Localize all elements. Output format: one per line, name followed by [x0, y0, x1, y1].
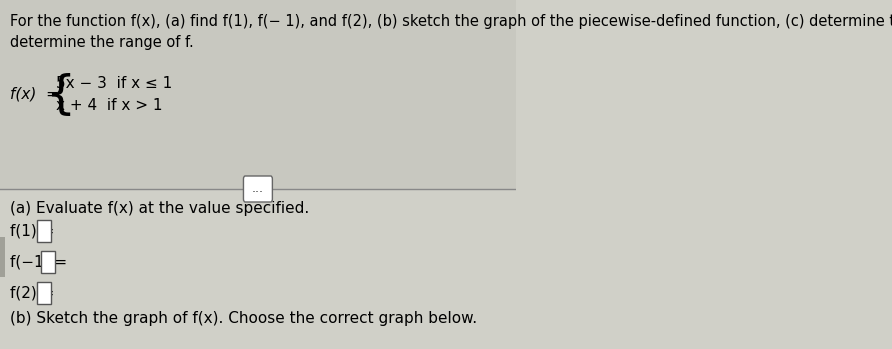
FancyBboxPatch shape — [244, 176, 272, 202]
FancyBboxPatch shape — [37, 282, 51, 304]
FancyBboxPatch shape — [0, 0, 516, 189]
Text: {: { — [45, 74, 75, 119]
Text: ...: ... — [252, 183, 264, 195]
Text: f(−1) =: f(−1) = — [11, 254, 68, 269]
FancyBboxPatch shape — [0, 237, 4, 277]
Text: f(1) =: f(1) = — [11, 223, 54, 238]
Text: 5x − 3  if x ≤ 1: 5x − 3 if x ≤ 1 — [56, 76, 172, 91]
Text: (a) Evaluate f(x) at the value specified.: (a) Evaluate f(x) at the value specified… — [11, 201, 310, 216]
Text: For the function f(x), (a) find f(1), f(− 1), and f(2), (b) sketch the graph of : For the function f(x), (a) find f(1), f(… — [11, 14, 892, 50]
Text: (b) Sketch the graph of f(x). Choose the correct graph below.: (b) Sketch the graph of f(x). Choose the… — [11, 312, 477, 327]
Text: f(2) =: f(2) = — [11, 285, 54, 300]
FancyBboxPatch shape — [41, 251, 55, 273]
Text: f(x)  =: f(x) = — [11, 87, 59, 102]
FancyBboxPatch shape — [37, 220, 51, 242]
Text: x + 4  if x > 1: x + 4 if x > 1 — [56, 98, 162, 113]
